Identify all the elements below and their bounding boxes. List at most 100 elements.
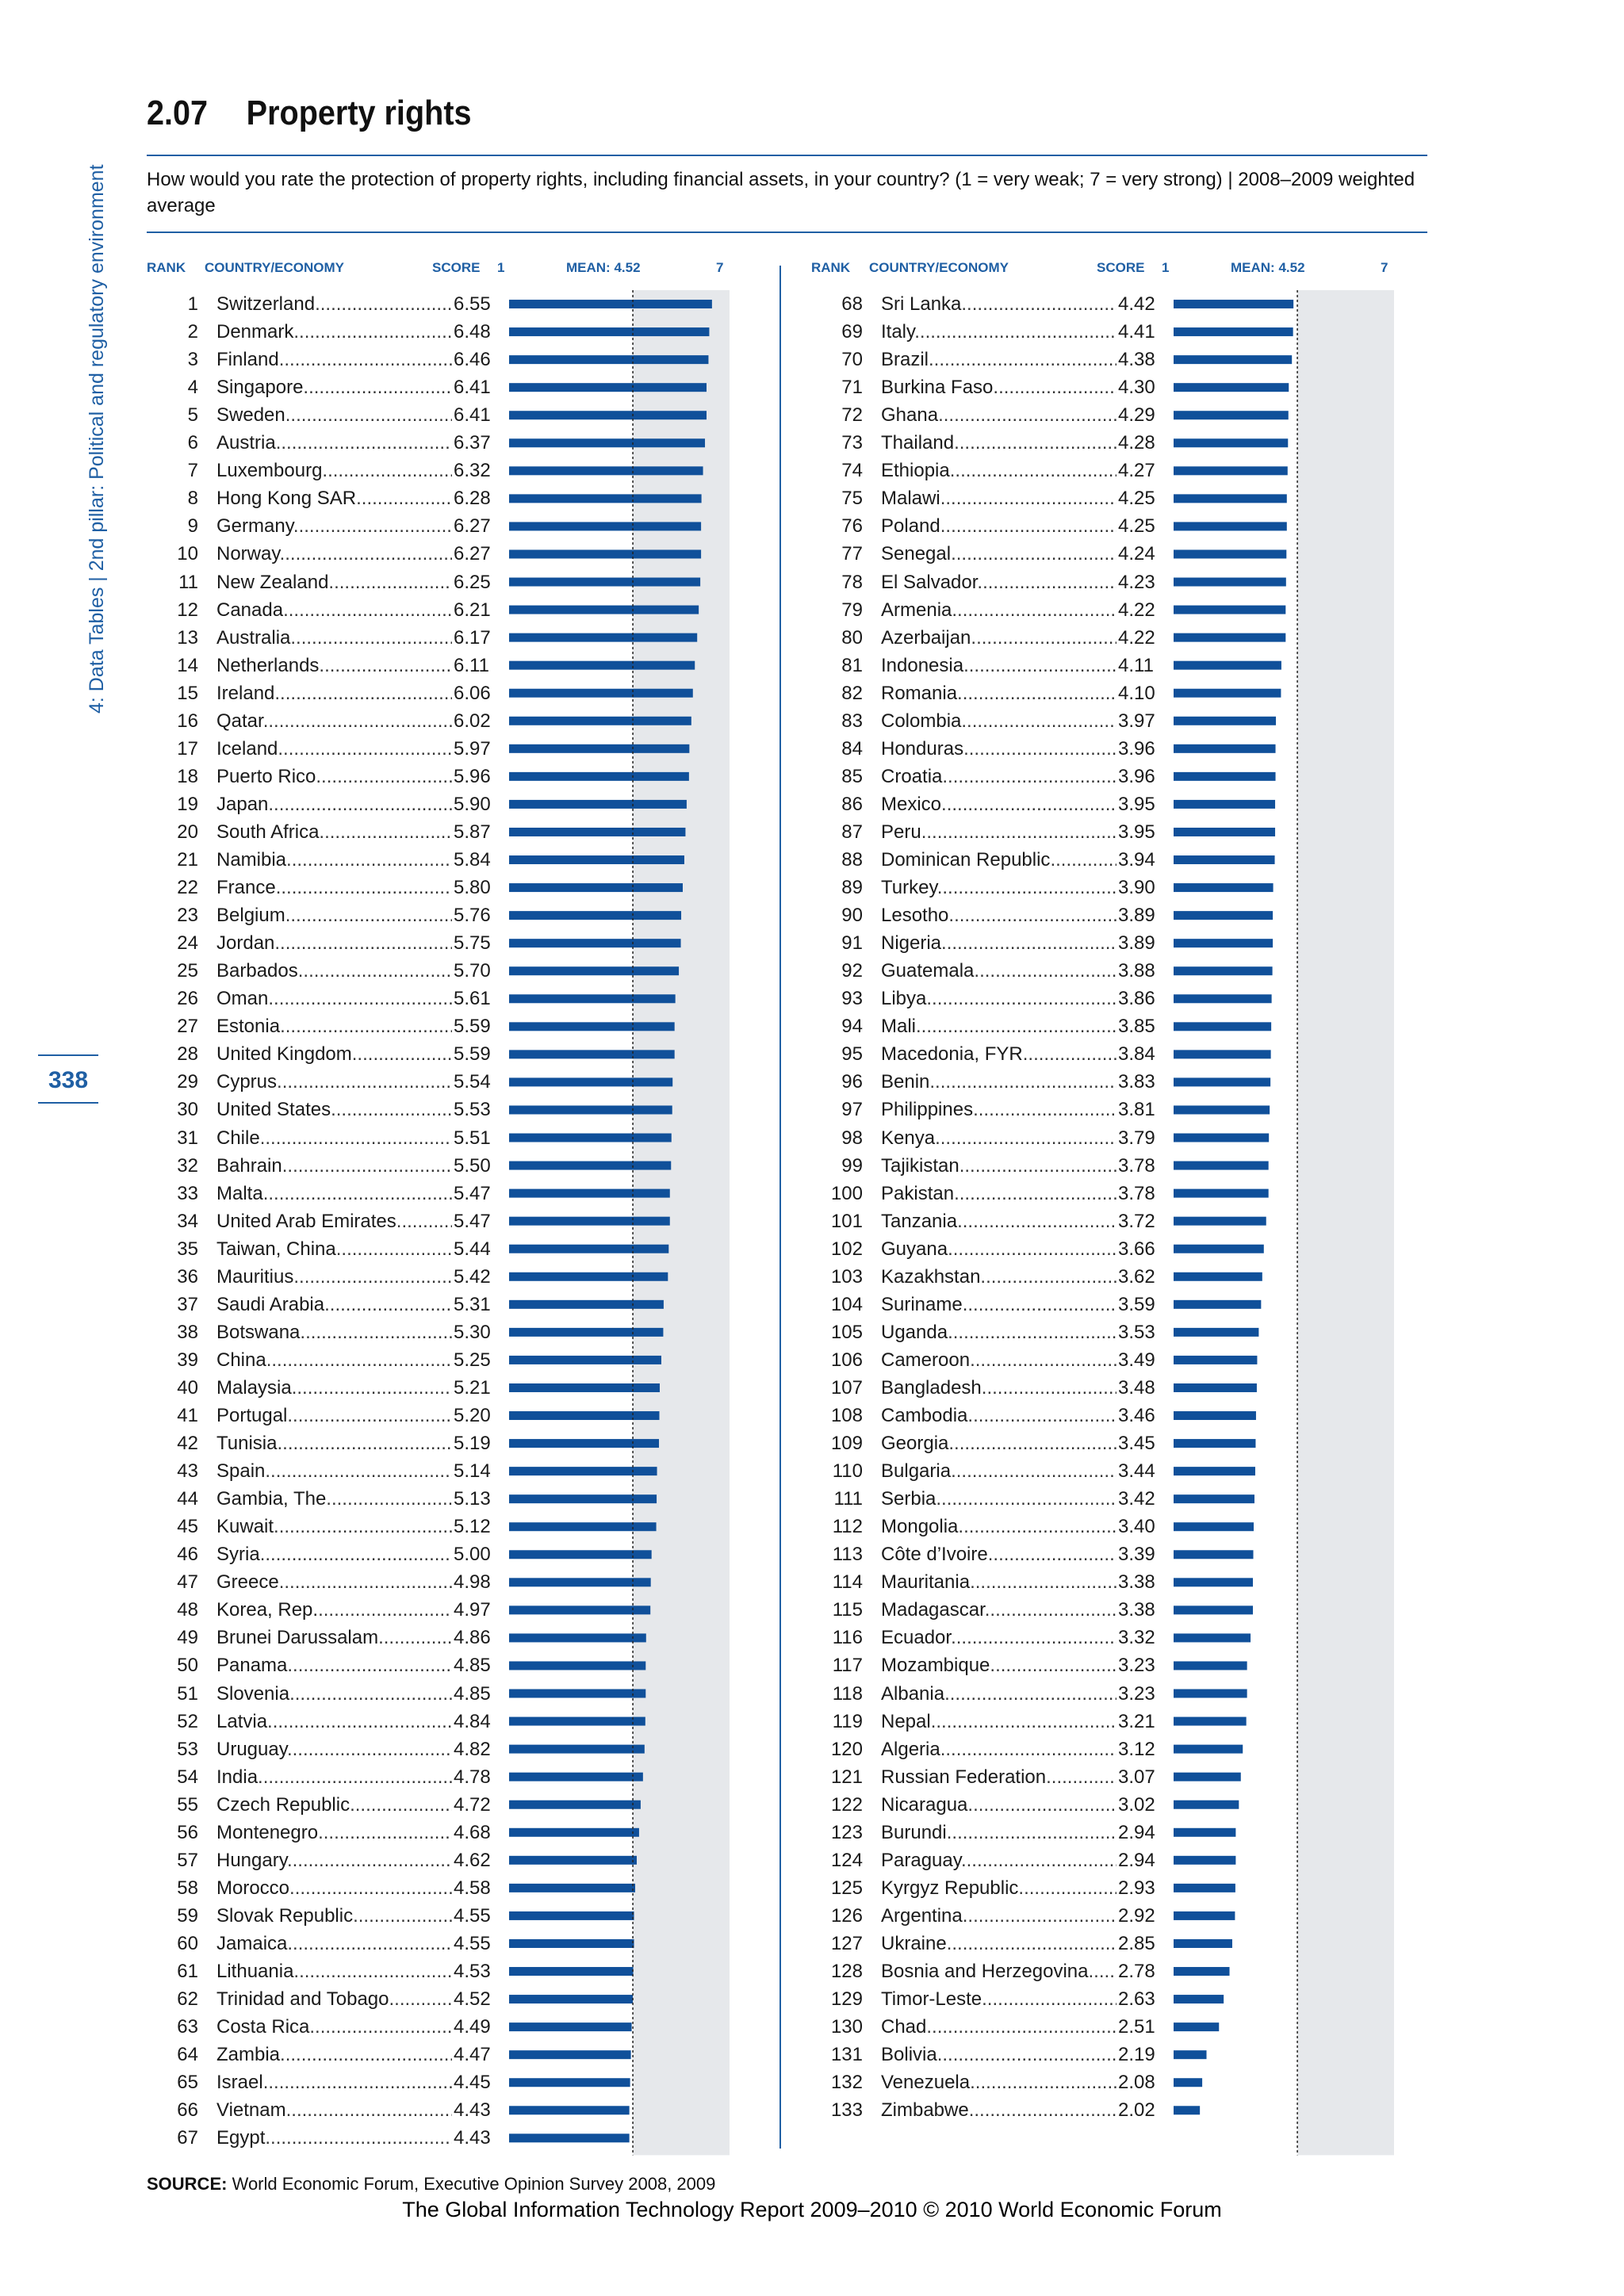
score-bar bbox=[496, 1355, 661, 1364]
score-bar bbox=[1160, 2106, 1201, 2115]
country-name-leader: Saudi Arabia bbox=[216, 1291, 454, 1318]
score-bar bbox=[496, 994, 676, 1004]
country-name: Côte d’Ivoire bbox=[881, 1544, 988, 1566]
score-value: 4.84 bbox=[452, 1707, 509, 1735]
country-name-leader: Panama bbox=[216, 1651, 454, 1679]
country-name: Cambodia bbox=[881, 1405, 968, 1426]
score-value: 6.28 bbox=[452, 484, 509, 513]
score-value: 3.84 bbox=[1116, 1040, 1174, 1069]
rank-value: 100 bbox=[830, 1182, 863, 1204]
country-name-leader: Jordan bbox=[216, 929, 454, 957]
score-value: 4.41 bbox=[1116, 318, 1174, 346]
rank-value: 10 bbox=[177, 543, 198, 565]
score-bar bbox=[496, 1022, 675, 1031]
score-value: 6.46 bbox=[452, 346, 509, 374]
country-name: Macedonia, FYR bbox=[881, 1043, 1023, 1066]
score-value: 5.50 bbox=[452, 1151, 509, 1180]
score-bar bbox=[1160, 1578, 1254, 1587]
rank-value: 78 bbox=[841, 571, 863, 593]
country-name-leader: Tunisia bbox=[216, 1429, 454, 1457]
country-name-leader: Cameroon bbox=[881, 1346, 1119, 1374]
score-value: 3.94 bbox=[1116, 846, 1174, 874]
rank-value: 61 bbox=[177, 1961, 198, 1982]
country-name: Switzerland bbox=[216, 293, 316, 315]
country-name-leader: Benin bbox=[881, 1068, 1119, 1096]
score-bar bbox=[1160, 466, 1288, 476]
country-name-leader: Ukraine bbox=[881, 1930, 1119, 1957]
score-value: 6.02 bbox=[452, 706, 509, 735]
country-name: Serbia bbox=[881, 1488, 936, 1510]
score-value: 5.25 bbox=[452, 1345, 509, 1374]
score-value: 6.25 bbox=[452, 568, 509, 596]
score-value: 3.89 bbox=[1116, 929, 1174, 958]
country-name: Dominican Republic bbox=[881, 849, 1051, 871]
rank-value: 22 bbox=[177, 877, 198, 899]
header-score-right: SCORE bbox=[1097, 260, 1145, 275]
country-name: Israel bbox=[216, 2072, 263, 2094]
score-value: 3.95 bbox=[1116, 790, 1174, 818]
rank-value: 80 bbox=[841, 626, 863, 649]
rank-value: 104 bbox=[830, 1293, 863, 1315]
score-bar bbox=[1160, 1467, 1255, 1476]
country-name: United States bbox=[216, 1099, 331, 1121]
country-name: Ethiopia bbox=[881, 460, 950, 482]
score-value: 5.53 bbox=[452, 1096, 509, 1124]
country-name-leader: Zimbabwe bbox=[881, 2096, 1119, 2124]
country-name-leader: Zambia bbox=[216, 2041, 454, 2068]
country-name-leader: Suriname bbox=[881, 1291, 1119, 1318]
score-bar bbox=[1160, 605, 1286, 614]
country-name-leader: Oman bbox=[216, 985, 454, 1012]
country-name: Portugal bbox=[216, 1405, 288, 1426]
country-name-leader: Hungary bbox=[216, 1846, 454, 1874]
score-bar bbox=[1160, 939, 1274, 948]
country-name: Malaysia bbox=[216, 1376, 292, 1399]
score-value: 4.45 bbox=[452, 2068, 509, 2097]
rank-value: 92 bbox=[841, 960, 863, 982]
survey-question: How would you rate the protection of pro… bbox=[147, 169, 1415, 216]
score-value: 3.72 bbox=[1116, 1207, 1174, 1235]
country-name-leader: Mauritania bbox=[881, 1568, 1119, 1596]
country-name: Nicaragua bbox=[881, 1793, 968, 1816]
rank-value: 69 bbox=[841, 321, 863, 343]
country-name: Benin bbox=[881, 1071, 930, 1093]
score-bar bbox=[496, 883, 683, 893]
rank-value: 107 bbox=[830, 1376, 863, 1399]
rank-value: 4 bbox=[187, 377, 198, 399]
rank-value: 13 bbox=[177, 626, 198, 649]
score-bar bbox=[496, 1827, 639, 1837]
rank-value: 75 bbox=[841, 488, 863, 510]
header-mean-left: MEAN: 4.52 bbox=[566, 260, 641, 275]
score-bar bbox=[1160, 2022, 1220, 2032]
country-name-leader: Bosnia and Herzegovina bbox=[881, 1957, 1119, 1985]
score-bar bbox=[1160, 1967, 1230, 1976]
country-name: Panama bbox=[216, 1655, 288, 1677]
score-value: 3.38 bbox=[1116, 1568, 1174, 1597]
score-value: 2.02 bbox=[1116, 2096, 1174, 2125]
country-name-leader: Kenya bbox=[881, 1124, 1119, 1152]
source-note: SOURCE: World Economic Forum, Executive … bbox=[147, 2174, 715, 2195]
country-name: Russian Federation bbox=[881, 1766, 1047, 1788]
score-bar bbox=[496, 1633, 646, 1643]
score-bar bbox=[1160, 1605, 1254, 1615]
score-bar bbox=[496, 1077, 673, 1087]
score-bar bbox=[1160, 577, 1286, 587]
country-name-leader: Mongolia bbox=[881, 1513, 1119, 1540]
country-name: Mali bbox=[881, 1016, 917, 1038]
country-name-leader: Turkey bbox=[881, 874, 1119, 901]
rank-value: 29 bbox=[177, 1071, 198, 1093]
score-value: 5.44 bbox=[452, 1234, 509, 1263]
rank-value: 81 bbox=[841, 654, 863, 676]
score-bar bbox=[1160, 1077, 1271, 1087]
rank-value: 21 bbox=[177, 849, 198, 871]
header-axis-max-right: 7 bbox=[1381, 260, 1388, 275]
score-bar bbox=[496, 911, 682, 920]
country-name-leader: United States bbox=[216, 1096, 454, 1123]
rank-value: 39 bbox=[177, 1349, 198, 1371]
rank-value: 5 bbox=[187, 404, 198, 427]
score-bar bbox=[1160, 1883, 1235, 1892]
score-bar bbox=[1160, 1911, 1235, 1920]
header-country-left: COUNTRY/ECONOMY bbox=[205, 260, 344, 275]
score-bar bbox=[496, 1883, 636, 1892]
country-name: Luxembourg bbox=[216, 460, 323, 482]
rank-value: 64 bbox=[177, 2044, 198, 2066]
